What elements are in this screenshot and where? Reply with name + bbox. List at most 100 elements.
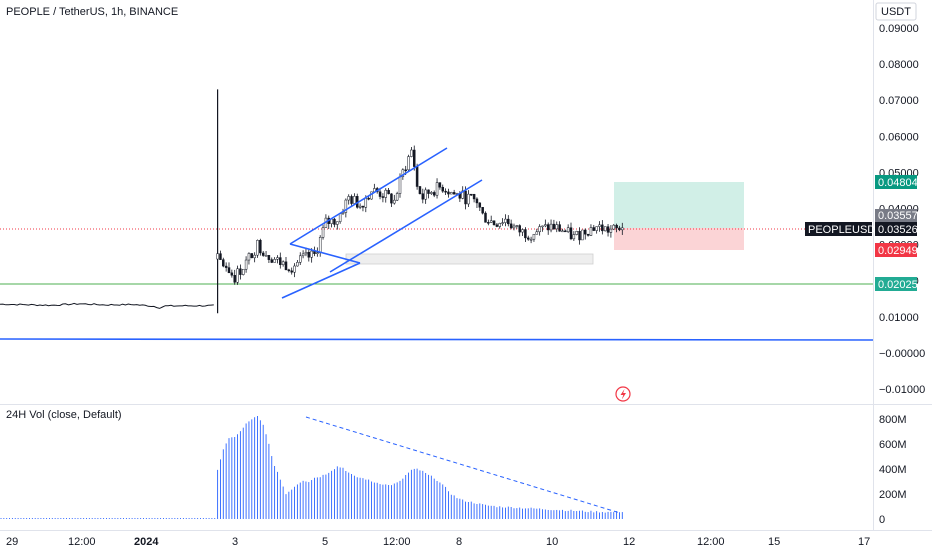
candle bbox=[581, 229, 584, 241]
volume-tick-label[interactable]: 600M bbox=[879, 439, 907, 451]
candle bbox=[484, 212, 487, 223]
candle bbox=[467, 193, 470, 205]
candle bbox=[544, 224, 547, 227]
candle bbox=[296, 262, 299, 267]
candle bbox=[301, 253, 305, 257]
volume-indicator-label[interactable]: 24H Vol (close, Default) bbox=[6, 409, 122, 421]
time-tick-label[interactable]: 17 bbox=[858, 536, 870, 548]
candle bbox=[284, 261, 288, 271]
candle bbox=[421, 193, 425, 200]
volume-tick-label[interactable]: 0 bbox=[879, 514, 885, 526]
candle bbox=[584, 229, 587, 235]
volume-tick-label[interactable]: 200M bbox=[879, 489, 907, 501]
time-tick-label[interactable]: 12:00 bbox=[68, 536, 96, 548]
take-profit-zone[interactable] bbox=[614, 182, 744, 228]
channel-upper-line[interactable] bbox=[289, 147, 448, 245]
candle bbox=[555, 224, 558, 230]
take-profit-tag-bg bbox=[875, 175, 917, 189]
triangle-upper-line[interactable] bbox=[289, 243, 361, 264]
currency-label[interactable]: USDT bbox=[881, 6, 911, 18]
current-price-tag-bg bbox=[875, 222, 917, 236]
candle bbox=[364, 197, 368, 208]
price-tick-label[interactable]: 0.09000 bbox=[879, 23, 919, 35]
candle bbox=[321, 227, 325, 238]
candle bbox=[316, 252, 319, 254]
candle bbox=[438, 182, 442, 188]
currency-box[interactable] bbox=[875, 2, 917, 21]
volume-tick-label[interactable]: 400M bbox=[879, 464, 907, 476]
take-profit-tag: 0.04804 bbox=[878, 177, 918, 189]
lightning-icon[interactable] bbox=[615, 386, 631, 402]
candle bbox=[509, 223, 513, 229]
candle bbox=[381, 196, 385, 198]
consolidation-box[interactable] bbox=[345, 253, 594, 265]
time-tick-label[interactable]: 12 bbox=[623, 536, 635, 548]
candle bbox=[222, 259, 225, 267]
candle bbox=[572, 234, 576, 240]
time-tick-label[interactable]: 15 bbox=[768, 536, 780, 548]
candle bbox=[592, 227, 596, 231]
candle bbox=[407, 156, 410, 171]
price-tick-label[interactable]: 0.06000 bbox=[879, 131, 919, 143]
stop-loss-zone[interactable] bbox=[614, 228, 744, 250]
volume-tick-label[interactable]: 800M bbox=[879, 414, 907, 426]
chart-title: PEOPLE / TetherUS, 1h, BINANCE bbox=[6, 6, 178, 18]
volume-axis[interactable]: 800M 600M 400M 200M 0 bbox=[879, 414, 907, 526]
trendlines[interactable] bbox=[281, 147, 483, 299]
candle bbox=[507, 218, 510, 225]
candle bbox=[541, 225, 544, 228]
candle bbox=[566, 227, 570, 232]
candle bbox=[549, 223, 553, 231]
candle bbox=[529, 238, 533, 241]
time-tick-label[interactable]: 3 bbox=[232, 536, 238, 548]
candle bbox=[521, 229, 524, 233]
channel-lower-line[interactable] bbox=[329, 179, 483, 273]
candle bbox=[606, 226, 610, 233]
price-axis[interactable]: 0.090000.080000.070000.060000.050000.040… bbox=[879, 23, 925, 396]
candle bbox=[535, 231, 539, 235]
price-tick-label[interactable]: −0.01000 bbox=[879, 384, 925, 396]
price-tick-label[interactable]: 0.08000 bbox=[879, 59, 919, 71]
candle bbox=[621, 227, 624, 231]
time-axis[interactable]: 29 12:00 2024 3 5 12:00 8 10 12 12:00 15 17 bbox=[6, 536, 870, 548]
candle bbox=[527, 237, 530, 240]
volume-bars bbox=[0, 416, 623, 519]
price-tick-label[interactable]: −0.00000 bbox=[879, 348, 925, 360]
candle bbox=[387, 189, 390, 195]
price-tick-label[interactable]: 0.07000 bbox=[879, 95, 919, 107]
triangle-lower-line[interactable] bbox=[281, 262, 361, 299]
candle bbox=[552, 223, 556, 230]
candle bbox=[404, 169, 407, 172]
candle bbox=[247, 253, 251, 261]
candle bbox=[578, 231, 581, 241]
candle bbox=[318, 237, 322, 253]
candle bbox=[415, 166, 419, 187]
time-tick-label[interactable]: 12:00 bbox=[383, 536, 411, 548]
price-tick-label[interactable]: 0.01000 bbox=[879, 312, 919, 324]
candle bbox=[281, 261, 285, 265]
candle bbox=[532, 233, 536, 240]
stop-tag: 0.02949 bbox=[878, 245, 918, 257]
candle bbox=[261, 252, 265, 256]
candle bbox=[358, 205, 362, 208]
candle bbox=[598, 224, 601, 227]
time-tick-label[interactable]: 12:00 bbox=[697, 536, 725, 548]
time-tick-label[interactable]: 29 bbox=[6, 536, 18, 548]
candle bbox=[603, 226, 607, 232]
candle bbox=[353, 196, 356, 204]
candle bbox=[395, 193, 399, 201]
candle bbox=[430, 192, 433, 194]
candle bbox=[378, 191, 382, 197]
candle bbox=[299, 255, 302, 263]
time-tick-label[interactable]: 5 bbox=[322, 536, 328, 548]
volume-trendline[interactable] bbox=[305, 416, 621, 514]
horizontal-blue-line[interactable] bbox=[0, 338, 874, 341]
candle bbox=[287, 269, 291, 272]
candle bbox=[432, 192, 436, 196]
candle bbox=[279, 257, 282, 265]
candle bbox=[589, 227, 593, 236]
time-tick-label[interactable]: 10 bbox=[546, 536, 558, 548]
time-tick-label[interactable]: 8 bbox=[456, 536, 462, 548]
time-tick-label[interactable]: 2024 bbox=[134, 536, 159, 548]
